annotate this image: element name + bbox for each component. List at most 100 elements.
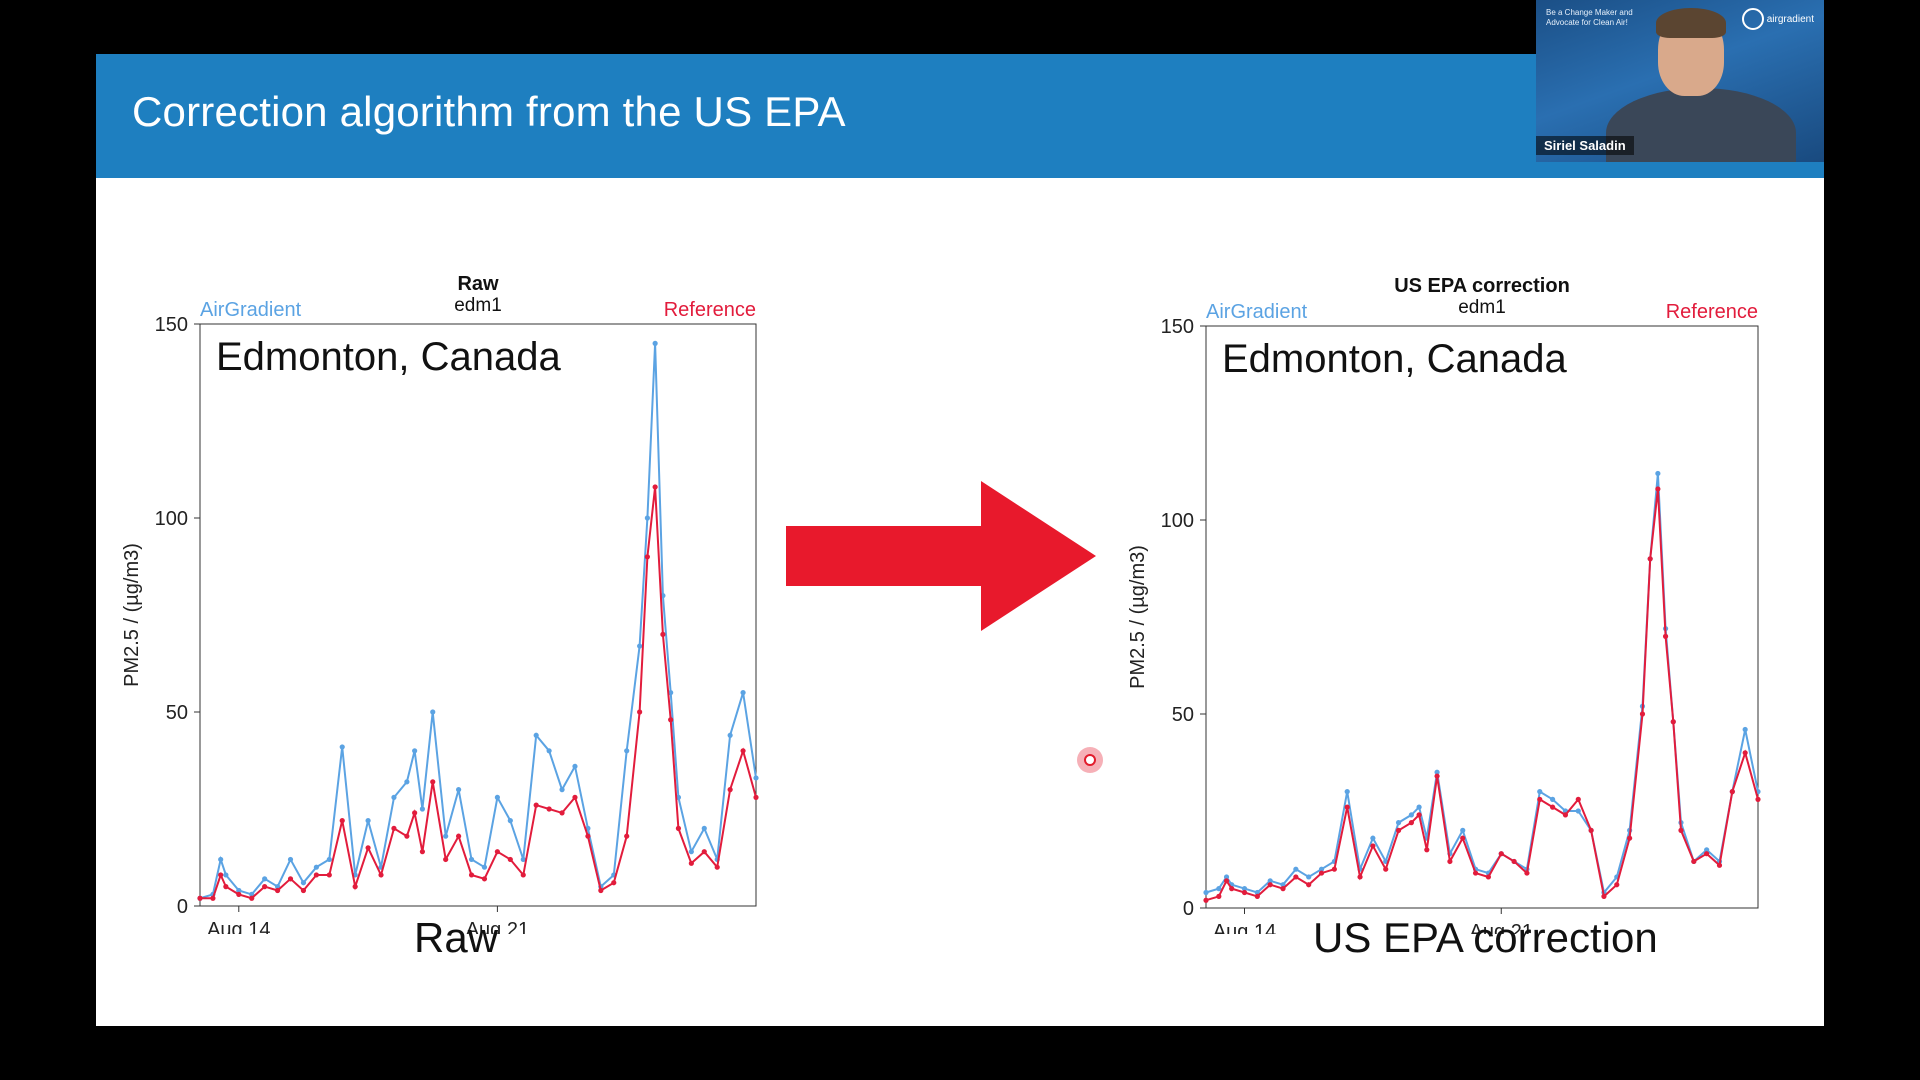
data-point-reference: [1229, 886, 1235, 892]
data-point-reference: [352, 884, 358, 890]
data-point-airgradient: [572, 763, 578, 769]
data-point-reference: [412, 810, 418, 816]
data-point-airgradient: [313, 864, 319, 870]
data-point-airgradient: [1344, 789, 1350, 795]
data-point-reference: [1357, 874, 1363, 880]
data-point-airgradient: [236, 887, 242, 894]
data-point-reference: [585, 833, 591, 839]
data-point-airgradient: [1254, 889, 1260, 896]
y-tick-label: 150: [1161, 316, 1194, 338]
data-point-reference: [1562, 812, 1569, 818]
data-point-airgradient: [507, 818, 513, 824]
series-line-reference: [200, 486, 757, 900]
data-point-reference: [1627, 835, 1633, 841]
y-tick-label: 150: [155, 314, 188, 336]
data-point-reference: [274, 887, 281, 894]
data-point-airgradient: [1370, 835, 1376, 841]
y-tick-label: 50: [1172, 704, 1194, 726]
data-point-airgradient: [1280, 882, 1286, 888]
data-point-airgradient: [520, 856, 526, 863]
data-point-reference: [652, 484, 658, 490]
data-point-airgradient: [1655, 470, 1661, 477]
data-point-reference: [1614, 882, 1620, 888]
data-point-reference: [443, 856, 449, 863]
data-point-reference: [1344, 804, 1350, 810]
data-point-reference: [1216, 893, 1222, 899]
data-point-reference: [637, 709, 643, 715]
chart-annotation: Edmonton, Canada: [216, 335, 561, 379]
data-point-airgradient: [727, 732, 733, 738]
data-point-reference: [1537, 796, 1543, 802]
data-point-reference: [624, 833, 630, 839]
data-point-reference: [1223, 878, 1230, 884]
data-point-reference: [1447, 858, 1453, 865]
data-point-airgradient: [546, 748, 552, 754]
data-point-airgradient: [533, 732, 539, 738]
data-point-reference: [365, 845, 371, 851]
legend-reference: Reference: [664, 299, 756, 321]
data-point-airgradient: [637, 643, 643, 649]
data-point-reference: [1639, 711, 1646, 717]
data-point-reference: [1331, 866, 1337, 872]
data-point-reference: [660, 631, 666, 637]
data-point-airgradient: [1267, 878, 1273, 884]
data-point-reference: [1254, 893, 1260, 899]
data-point-airgradient: [1216, 886, 1222, 892]
data-point-airgradient: [468, 856, 475, 863]
data-point-airgradient: [624, 748, 630, 754]
data-point-reference: [197, 895, 203, 901]
data-point-reference: [326, 872, 332, 878]
data-point-airgradient: [339, 744, 345, 750]
data-point-reference: [287, 876, 294, 882]
slide-title: Correction algorithm from the US EPA: [132, 88, 846, 135]
data-point-reference: [378, 872, 384, 878]
data-point-reference: [1670, 719, 1676, 725]
data-point-airgradient: [262, 876, 268, 882]
logo-text: airgradient: [1766, 13, 1814, 25]
data-point-reference: [668, 717, 674, 723]
data-point-reference: [688, 860, 694, 866]
data-point-reference: [1318, 870, 1325, 876]
data-point-reference: [1511, 858, 1517, 865]
data-point-reference: [1575, 796, 1581, 802]
data-point-airgradient: [559, 787, 565, 793]
plot-frame: [199, 323, 757, 907]
data-point-airgradient: [1460, 827, 1466, 834]
data-point-reference: [572, 794, 578, 800]
data-point-reference: [456, 833, 462, 839]
data-point-reference: [1434, 773, 1440, 779]
data-point-airgradient: [1575, 808, 1581, 814]
data-point-reference: [546, 806, 552, 812]
data-point-airgradient: [1306, 874, 1312, 880]
data-point-reference: [1293, 874, 1299, 880]
data-point-reference: [1691, 858, 1697, 865]
tile-tagline: Be a Change Maker and Advocate for Clean…: [1546, 8, 1633, 27]
data-point-reference: [1524, 870, 1530, 876]
legend-airgradient: AirGradient: [1206, 301, 1308, 323]
data-point-airgradient: [456, 787, 462, 793]
data-point-reference: [249, 895, 255, 901]
data-point-reference: [740, 748, 746, 754]
data-point-reference: [300, 887, 307, 894]
data-point-reference: [1729, 789, 1735, 795]
video-tile[interactable]: Be a Change Maker and Advocate for Clean…: [1536, 0, 1824, 162]
data-point-airgradient: [1742, 726, 1748, 733]
right-arrow-icon: [786, 481, 1096, 631]
series-line-reference: [1205, 488, 1759, 902]
x-tick-label: Aug 21: [1470, 921, 1533, 934]
data-point-reference: [313, 872, 319, 878]
data-point-airgradient: [1293, 866, 1299, 872]
y-axis-label: PM2.5 / (µg/m3): [121, 543, 143, 687]
data-point-airgradient: [365, 818, 371, 824]
chart-title: Raw: [457, 273, 499, 295]
data-point-airgradient: [430, 709, 436, 715]
legend-reference: Reference: [1666, 301, 1758, 323]
data-point-airgradient: [1434, 769, 1440, 775]
data-point-airgradient: [419, 806, 425, 812]
data-point-airgradient: [218, 856, 224, 863]
chart-subtitle: edm1: [454, 295, 502, 316]
data-point-reference: [1241, 889, 1248, 896]
data-point-reference: [1662, 633, 1669, 639]
data-point-reference: [1383, 866, 1389, 872]
